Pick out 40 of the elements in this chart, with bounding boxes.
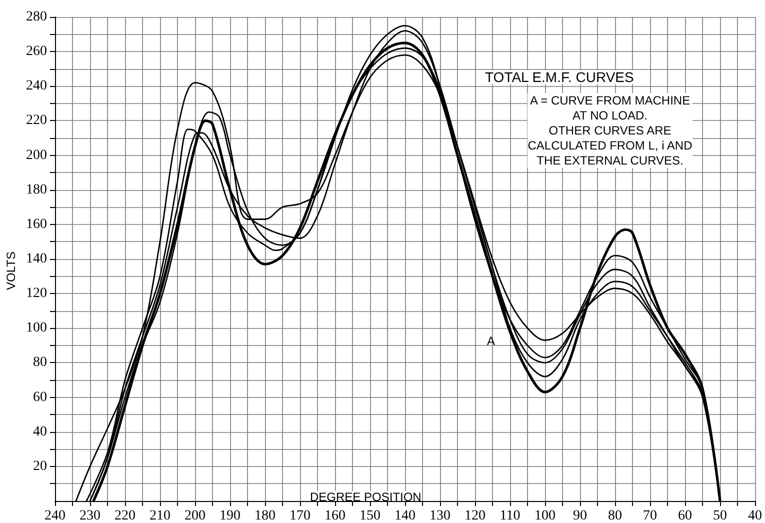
- y-tick-label: 240: [26, 78, 47, 94]
- y-tick-label: 80: [33, 355, 47, 370]
- annotation: A = CURVE FROM MACHINE AT NO LOAD. OTHER CURVES ARE CALCULATED FROM L, i AND THE EXTERNAL CURVES.: [528, 94, 693, 168]
- x-tick-label: 200: [184, 508, 206, 523]
- x-tick-label: 60: [678, 508, 692, 523]
- x-tick-label: 40: [748, 508, 762, 523]
- x-tick-label: 70: [643, 508, 657, 523]
- x-tick-label: 170: [290, 508, 310, 523]
- y-tick-label: 200: [26, 148, 47, 163]
- x-tick-label: 160: [324, 508, 346, 523]
- y-tick-label: 160: [26, 216, 47, 232]
- y-tick-label: 40: [33, 424, 47, 440]
- y-tick-label: 100: [26, 320, 47, 336]
- x-tick-label: 130: [430, 508, 450, 523]
- x-tick-label: 50: [713, 508, 727, 523]
- x-tick-label: 240: [44, 508, 66, 523]
- x-tick-label: 150: [360, 508, 380, 523]
- y-tick-label: 120: [26, 286, 47, 302]
- y-tick-label: 60: [33, 390, 47, 405]
- x-tick-label: 180: [254, 508, 276, 523]
- y-axis-title: VOLTS: [4, 252, 18, 290]
- x-tick-label: 140: [394, 508, 416, 523]
- x-tick-label: 230: [80, 508, 100, 523]
- text: TOTAL E.M.F. CURVES: [485, 69, 634, 85]
- y-tick-label: 140: [26, 252, 47, 266]
- y-tick-label: 180: [26, 182, 47, 198]
- x-tick-label: 90: [573, 508, 587, 523]
- x-tick-label: 110: [500, 508, 520, 523]
- x-tick-label: 190: [220, 508, 240, 523]
- x-tick-label: 210: [150, 508, 170, 523]
- x-tick-label: 220: [114, 508, 136, 523]
- x-axis-title: DEGREE POSITION: [310, 490, 422, 504]
- x-tick-label: 100: [534, 508, 556, 523]
- y-tick-label: 20: [33, 458, 47, 474]
- y-tick-label: 220: [26, 113, 47, 128]
- x-tick-label: 80: [608, 508, 622, 523]
- x-tick-label: 120: [464, 508, 486, 523]
- y-tick-label: 260: [26, 44, 47, 60]
- y-tick-label: 280: [26, 10, 47, 24]
- annotation: A: [487, 334, 496, 348]
